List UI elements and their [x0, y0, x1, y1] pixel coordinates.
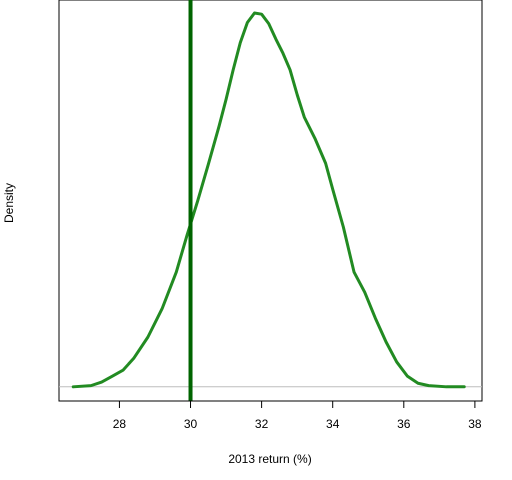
x-tick-label: 32 [255, 417, 269, 431]
x-tick-label: 30 [184, 417, 198, 431]
density-curve [71, 11, 466, 389]
x-axis-label: 2013 return (%) [228, 452, 311, 466]
x-tick-label: 36 [397, 417, 411, 431]
x-axis-ticks: 28 30 32 34 36 38 [113, 401, 482, 431]
x-tick-label: 28 [113, 417, 127, 431]
y-axis-label: Density [2, 183, 16, 223]
x-tick-label: 34 [326, 417, 340, 431]
plot-frame [58, 0, 483, 402]
x-tick-label: 38 [468, 417, 482, 431]
